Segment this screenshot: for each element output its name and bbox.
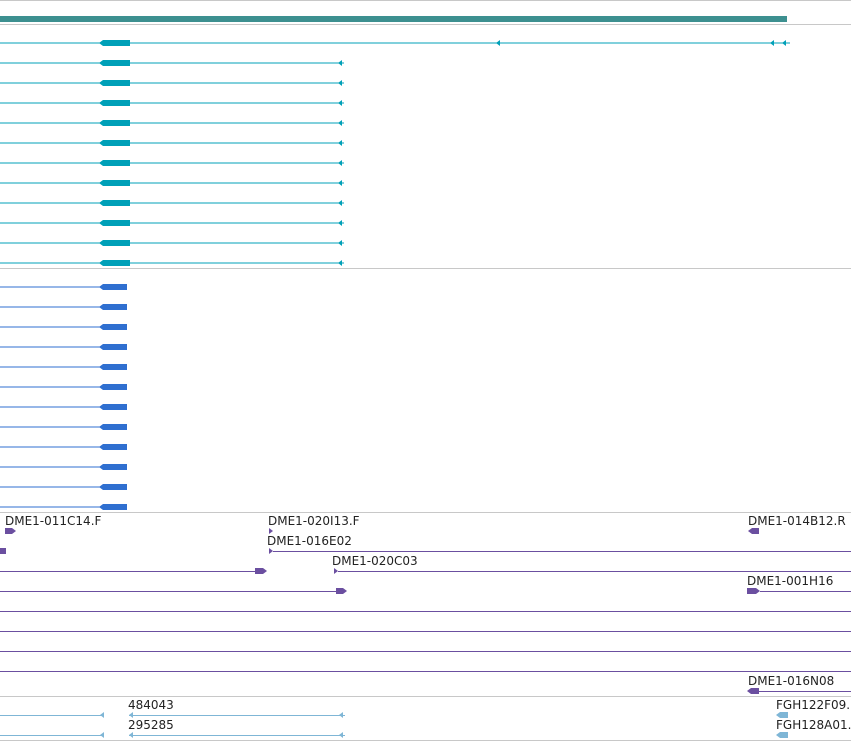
clone-feature[interactable] <box>269 548 273 554</box>
blue-exon-block[interactable] <box>99 284 127 290</box>
blue-exon-block[interactable] <box>99 504 127 510</box>
teal-exon-block[interactable] <box>99 200 130 206</box>
teal-transcript-end[interactable] <box>338 200 342 206</box>
teal-transcript-end[interactable] <box>338 100 342 106</box>
teal-transcript-end[interactable] <box>338 260 342 266</box>
teal-transcript-end[interactable] <box>338 240 342 246</box>
teal-exon-block[interactable] <box>99 60 130 66</box>
teal-exon-block[interactable] <box>99 240 130 246</box>
alignment-end[interactable] <box>129 732 133 738</box>
teal-strand-arrow[interactable] <box>782 40 786 46</box>
blue-exon-block[interactable] <box>99 444 127 450</box>
teal-exon-block[interactable] <box>99 100 130 106</box>
blue-exon-block[interactable] <box>99 364 127 370</box>
clone-feature[interactable] <box>747 688 759 694</box>
teal-transcript-end[interactable] <box>338 120 342 126</box>
teal-strand-arrow[interactable] <box>496 40 500 46</box>
teal-transcript-end[interactable] <box>338 220 342 226</box>
alignment-block[interactable] <box>776 712 788 718</box>
teal-exon-block[interactable] <box>99 140 130 146</box>
blue-exon-block[interactable] <box>99 424 127 430</box>
blue-exon-block[interactable] <box>99 484 127 490</box>
blue-exon-block[interactable] <box>99 464 127 470</box>
teal-exon-block[interactable] <box>99 160 130 166</box>
teal-exon-block[interactable] <box>99 180 130 186</box>
clone-feature[interactable] <box>334 568 338 574</box>
teal-transcript-end[interactable] <box>338 80 342 86</box>
blue-exon-block[interactable] <box>99 324 127 330</box>
alignment-end[interactable] <box>339 712 343 718</box>
alignment-label[interactable]: FGH122F09. <box>776 698 850 712</box>
teal-exon-block[interactable] <box>99 220 130 226</box>
teal-exon-block[interactable] <box>99 260 130 266</box>
teal-strand-arrow[interactable] <box>770 40 774 46</box>
teal-transcript-end[interactable] <box>338 180 342 186</box>
blue-exon-block[interactable] <box>99 304 127 310</box>
teal-exon-block[interactable] <box>99 40 130 46</box>
clone-label[interactable]: DME1-014B12.R <box>748 514 846 528</box>
clone-feature[interactable] <box>5 528 16 534</box>
clone-feature[interactable] <box>748 528 759 534</box>
clone-feature[interactable] <box>336 588 347 594</box>
teal-transcript-end[interactable] <box>338 60 342 66</box>
teal-transcript-end[interactable] <box>338 160 342 166</box>
clone-feature[interactable] <box>747 588 760 594</box>
alignment-end[interactable] <box>339 732 343 738</box>
teal-exon-block[interactable] <box>99 120 130 126</box>
alignment-label[interactable]: FGH128A01. <box>776 718 851 732</box>
teal-exon-block[interactable] <box>99 80 130 86</box>
top-summary-bar[interactable] <box>0 16 787 22</box>
clone-label[interactable]: DME1-001H16 <box>747 574 833 588</box>
alignment-end[interactable] <box>100 712 104 718</box>
alignment-end[interactable] <box>100 732 104 738</box>
clone-label[interactable]: DME1-011C14.F <box>5 514 102 528</box>
alignment-end[interactable] <box>129 712 133 718</box>
alignment-block[interactable] <box>776 732 788 738</box>
clone-feature[interactable] <box>0 548 6 554</box>
clone-feature[interactable] <box>269 528 273 534</box>
clone-label[interactable]: DME1-016E02 <box>267 534 352 548</box>
blue-exon-block[interactable] <box>99 384 127 390</box>
alignment-label[interactable]: 484043 <box>128 698 174 712</box>
clone-label[interactable]: DME1-020I13.F <box>268 514 360 528</box>
clone-feature[interactable] <box>255 568 267 574</box>
teal-transcript-end[interactable] <box>338 140 342 146</box>
clone-label[interactable]: DME1-016N08 <box>748 674 834 688</box>
blue-exon-block[interactable] <box>99 404 127 410</box>
clone-label[interactable]: DME1-020C03 <box>332 554 418 568</box>
blue-exon-block[interactable] <box>99 344 127 350</box>
alignment-label[interactable]: 295285 <box>128 718 174 732</box>
